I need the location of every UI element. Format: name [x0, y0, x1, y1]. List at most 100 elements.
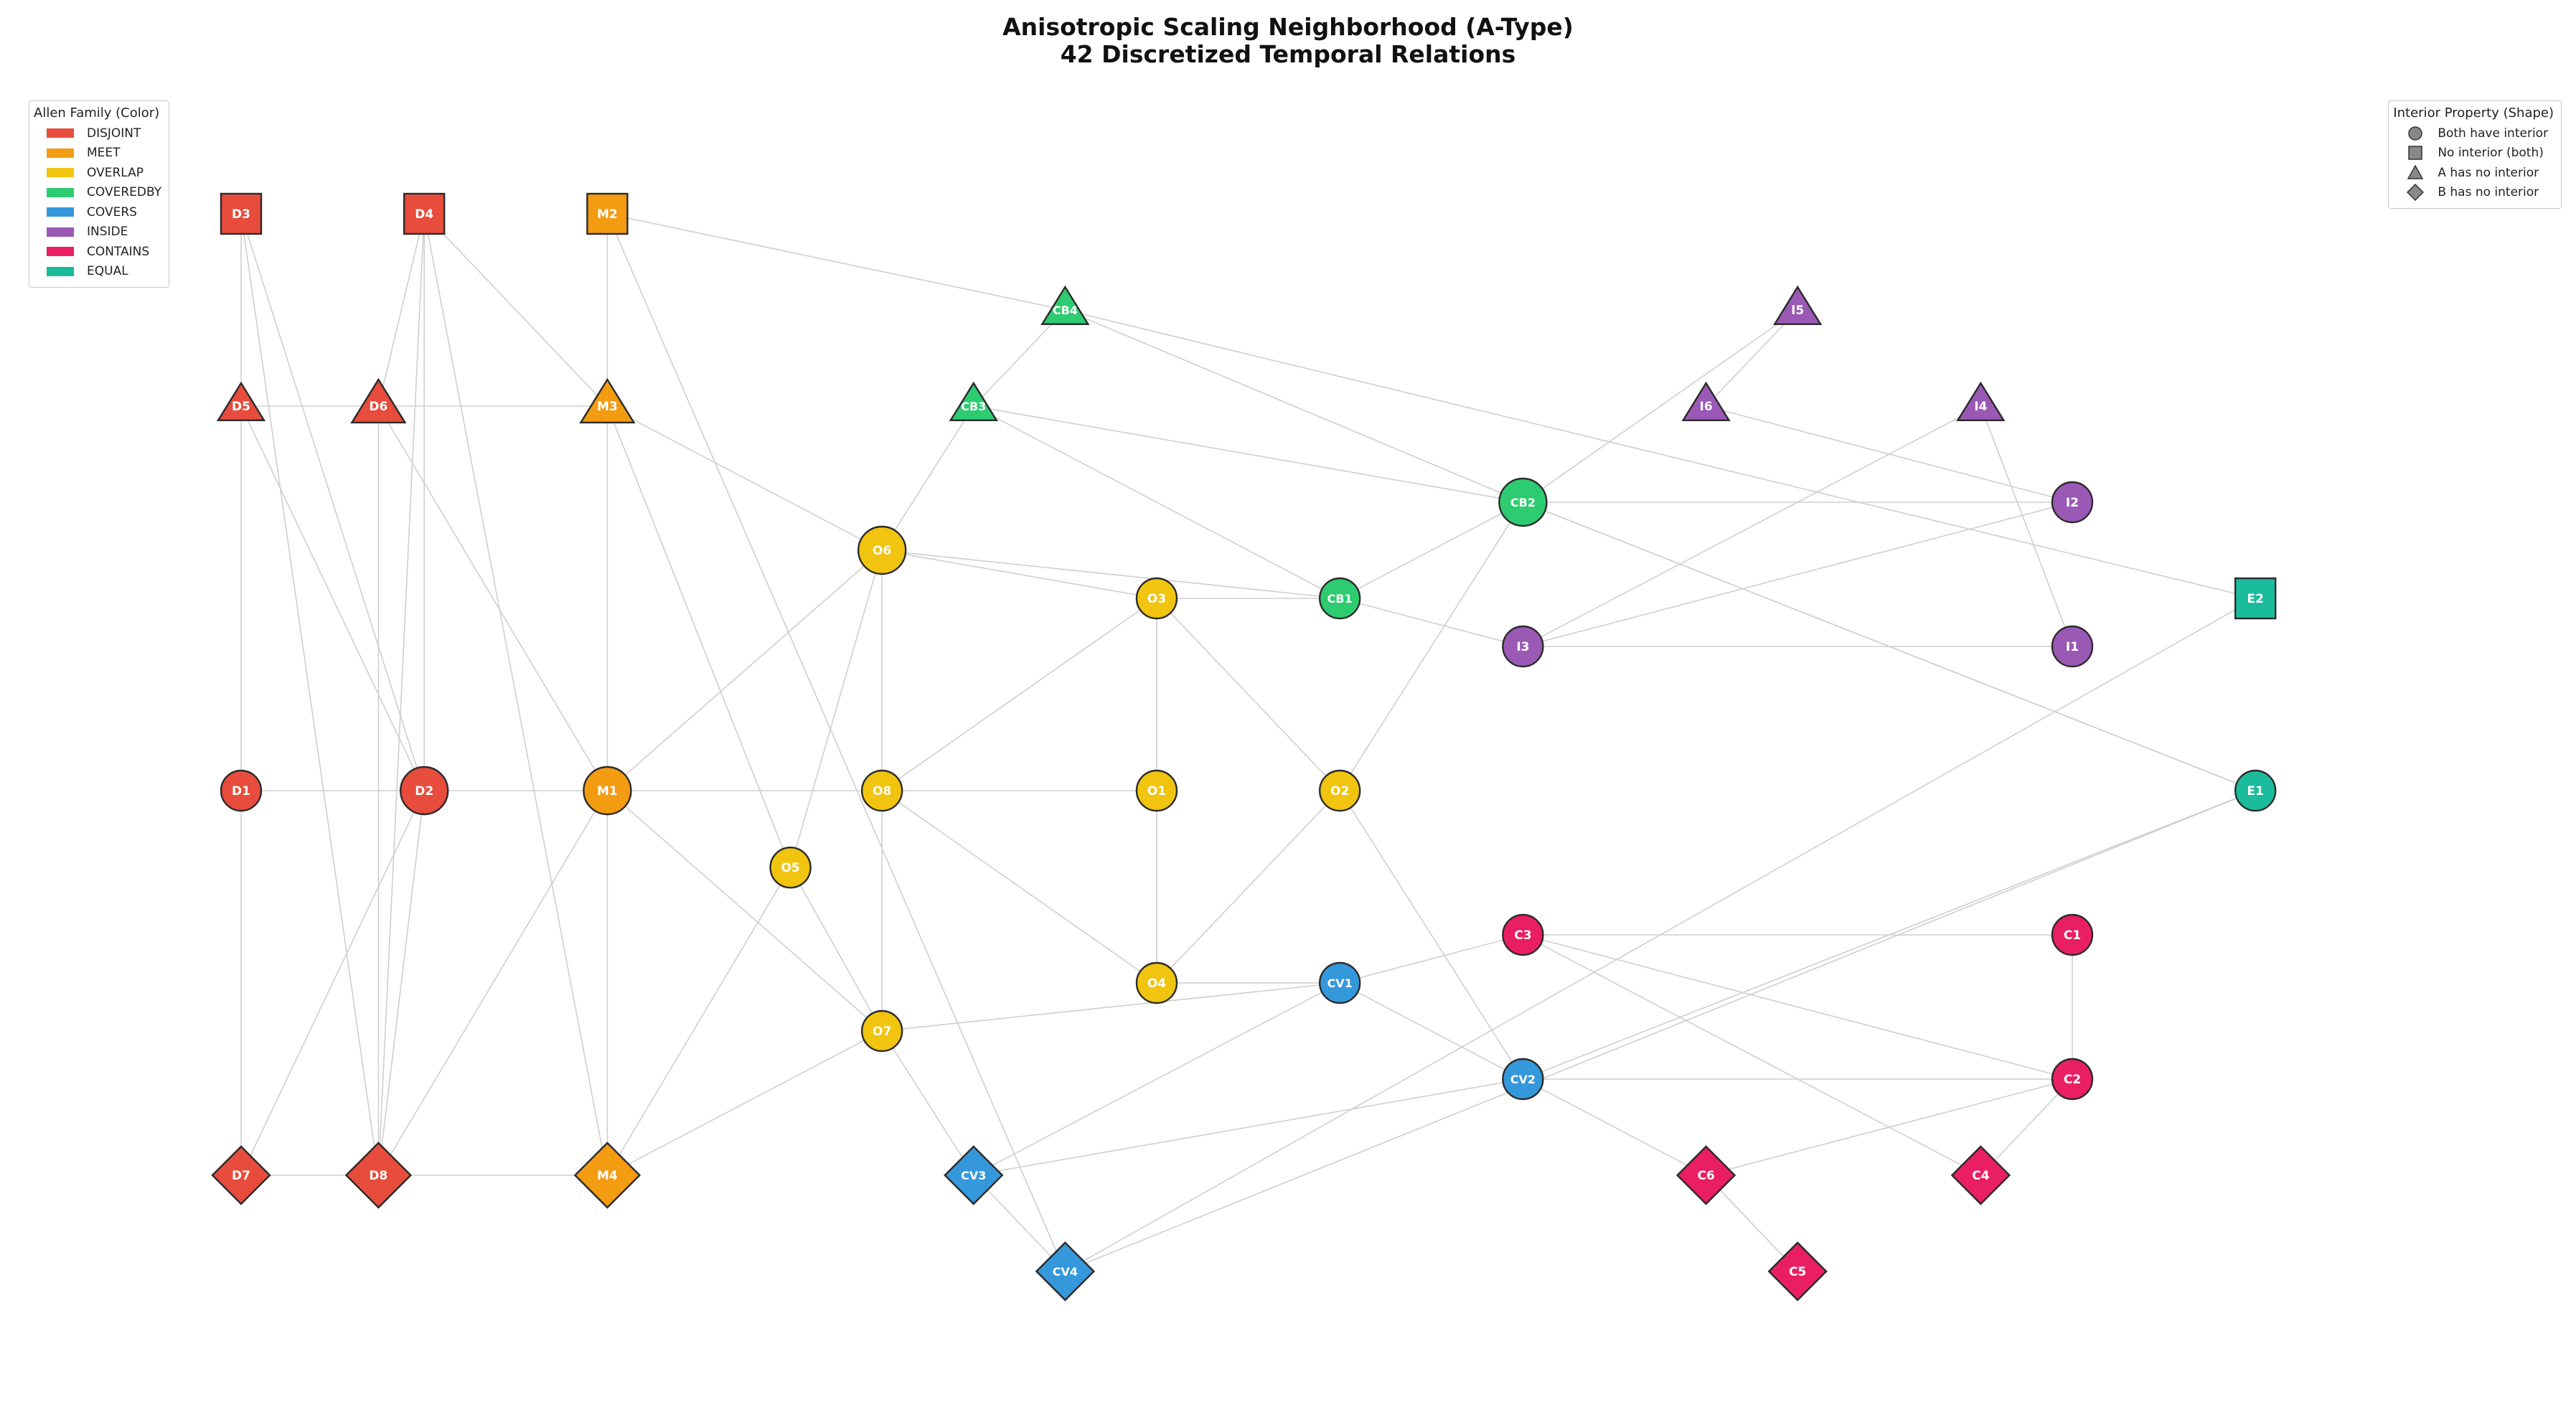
edge-d4-d6 — [377, 213, 425, 407]
node-c2[interactable]: C2 — [2051, 1058, 2094, 1101]
triangle-marker — [1681, 381, 1731, 422]
node-d3[interactable]: D3 — [220, 192, 263, 235]
node-o2[interactable]: O2 — [1318, 769, 1361, 812]
node-c3[interactable]: C3 — [1502, 913, 1544, 956]
shape-legend-item: A has no interior — [2393, 163, 2554, 183]
node-label: O5 — [781, 861, 799, 875]
node-i6[interactable]: I6 — [1681, 381, 1731, 422]
edge-cb1-o6 — [882, 550, 1340, 599]
node-c6[interactable]: C6 — [1675, 1145, 1736, 1205]
edge-d2-d8 — [377, 790, 425, 1176]
node-i4[interactable]: I4 — [1956, 381, 2006, 422]
circle-marker — [857, 525, 907, 575]
edge-cb1-i3 — [1339, 598, 1523, 647]
node-o7[interactable]: O7 — [860, 1009, 903, 1053]
node-d6[interactable]: D6 — [350, 377, 407, 424]
node-label: I6 — [1700, 400, 1713, 414]
node-label: CB2 — [1510, 496, 1536, 509]
node-m2[interactable]: M2 — [586, 192, 629, 235]
square-marker — [2234, 577, 2277, 620]
family-legend-label: MEET — [87, 146, 121, 161]
square-marker — [220, 192, 263, 235]
node-c1[interactable]: C1 — [2051, 913, 2094, 956]
node-label: D6 — [369, 400, 387, 414]
node-i5[interactable]: I5 — [1773, 285, 1823, 326]
node-label: M3 — [597, 400, 618, 414]
node-i2[interactable]: I2 — [2051, 481, 2094, 524]
square-marker — [586, 192, 629, 235]
node-label: E2 — [2247, 592, 2263, 606]
circle-icon — [2405, 125, 2426, 142]
edge-m1-d8 — [377, 790, 608, 1176]
edge-o6-o5 — [789, 550, 883, 868]
node-o6[interactable]: O6 — [857, 525, 907, 575]
node-cv3[interactable]: CV3 — [944, 1145, 1004, 1205]
circle-marker — [1502, 625, 1544, 668]
node-label: O8 — [873, 784, 891, 799]
family-legend: Allen Family (Color) DISJOINT MEET OVERLAP… — [29, 100, 170, 288]
node-label: CV1 — [1327, 976, 1353, 990]
node-label: C6 — [1697, 1169, 1714, 1183]
edge-o5-m4 — [606, 867, 791, 1176]
edge-c3-c2 — [1523, 934, 2073, 1080]
circle-marker — [2051, 1058, 2094, 1101]
edge-o6-m1 — [606, 550, 883, 791]
edge-d3-d8 — [240, 213, 380, 1176]
node-cv4[interactable]: CV4 — [1035, 1241, 1096, 1302]
node-d7[interactable]: D7 — [211, 1145, 271, 1205]
edge-i4-i3 — [1523, 405, 1981, 647]
node-m3[interactable]: M3 — [579, 377, 636, 424]
triangle-marker — [1773, 285, 1823, 326]
node-cb4[interactable]: CB4 — [1040, 285, 1090, 326]
node-label: C4 — [1972, 1169, 1989, 1183]
node-label: I5 — [1791, 303, 1804, 318]
node-d5[interactable]: D5 — [216, 381, 266, 422]
node-label: C2 — [2064, 1073, 2081, 1087]
edge-m3-o6 — [607, 405, 883, 551]
shape-legend-label: Both have interior — [2438, 126, 2549, 141]
edge-o7-m4 — [607, 1030, 883, 1176]
edge-o8-o4 — [881, 790, 1157, 984]
node-m1[interactable]: M1 — [583, 766, 632, 816]
node-d4[interactable]: D4 — [403, 192, 446, 235]
node-e1[interactable]: E1 — [2234, 769, 2277, 812]
node-cv1[interactable]: CV1 — [1318, 961, 1361, 1004]
edge-o2-cv2 — [1339, 790, 1524, 1080]
node-e2[interactable]: E2 — [2234, 577, 2277, 620]
node-i1[interactable]: I1 — [2051, 625, 2094, 668]
family-legend-item: MEET — [34, 143, 161, 164]
square-icon — [2405, 144, 2426, 161]
node-label: C3 — [1514, 928, 1531, 943]
color-swatch — [47, 247, 74, 257]
node-c4[interactable]: C4 — [1950, 1145, 2011, 1205]
node-cb3[interactable]: CB3 — [949, 381, 998, 422]
edge-c3-c4 — [1523, 934, 1981, 1176]
node-d2[interactable]: D2 — [400, 766, 449, 816]
node-o4[interactable]: O4 — [1135, 961, 1178, 1004]
edge-i5-cb2 — [1522, 309, 1798, 503]
circle-marker — [1318, 769, 1361, 812]
node-cb2[interactable]: CB2 — [1498, 477, 1548, 527]
edge-i5-i6 — [1706, 309, 1798, 407]
edge-c2-c6 — [1706, 1078, 2073, 1176]
family-legend-label: EQUAL — [87, 264, 128, 279]
node-cv2[interactable]: CV2 — [1502, 1058, 1544, 1101]
node-label: CV2 — [1510, 1073, 1536, 1086]
shape-legend-title: Interior Property (Shape) — [2393, 105, 2554, 121]
node-label: I2 — [2066, 496, 2079, 510]
node-c5[interactable]: C5 — [1767, 1241, 1828, 1302]
family-legend-item: COVERS — [34, 202, 161, 222]
node-d1[interactable]: D1 — [220, 769, 263, 812]
node-cb1[interactable]: CB1 — [1318, 577, 1361, 620]
node-d8[interactable]: D8 — [344, 1142, 413, 1209]
node-o3[interactable]: O3 — [1135, 577, 1178, 620]
node-o8[interactable]: O8 — [860, 769, 903, 812]
node-o5[interactable]: O5 — [769, 846, 812, 889]
node-label: CV3 — [961, 1169, 986, 1182]
square-marker — [403, 192, 446, 235]
edge-o5-o7 — [789, 867, 883, 1032]
node-o1[interactable]: O1 — [1135, 769, 1178, 812]
node-i3[interactable]: I3 — [1502, 625, 1544, 668]
node-m4[interactable]: M4 — [573, 1142, 641, 1209]
